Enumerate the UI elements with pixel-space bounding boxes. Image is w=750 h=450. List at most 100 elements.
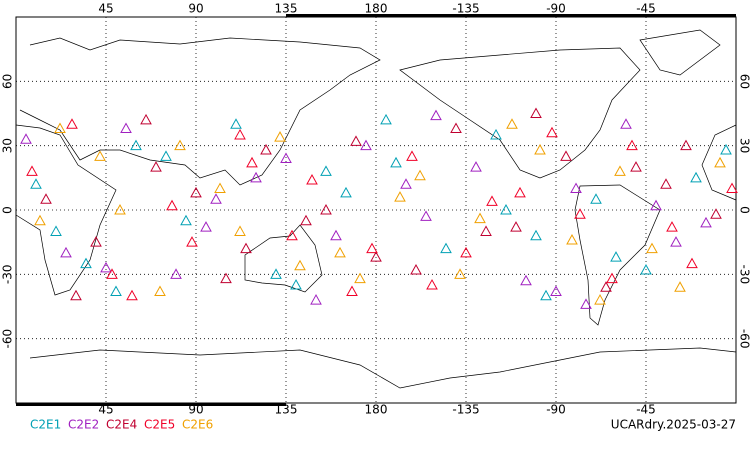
occultation-point xyxy=(240,242,252,254)
occultation-point xyxy=(246,156,258,168)
occultation-point xyxy=(310,294,322,305)
occultation-point xyxy=(320,165,332,176)
coastline xyxy=(701,124,737,201)
occultation-point xyxy=(186,236,198,247)
y-tick-label: -30 xyxy=(738,265,750,285)
occultation-point xyxy=(470,161,482,172)
occultation-point xyxy=(640,264,652,275)
occultation-point xyxy=(546,126,558,138)
occultation-point xyxy=(274,131,286,142)
x-tick-label: -90 xyxy=(546,2,566,16)
legend-label: C2E2 xyxy=(68,418,99,432)
occultation-point xyxy=(26,165,38,176)
occultation-point xyxy=(430,109,442,121)
occultation-point xyxy=(214,182,226,194)
occultation-point xyxy=(674,281,686,292)
occultation-point xyxy=(190,186,202,198)
occultation-point xyxy=(514,186,526,198)
occultation-point xyxy=(150,161,162,172)
occultation-point xyxy=(54,122,66,134)
occultation-point xyxy=(130,139,142,151)
occultation-point xyxy=(686,257,698,269)
occultation-point xyxy=(600,281,612,292)
x-tick-label: 45 xyxy=(98,2,113,16)
occultation-point xyxy=(34,214,46,226)
x-tick-label: 90 xyxy=(188,403,203,417)
occultation-point xyxy=(290,279,302,290)
legend-label: C2E6 xyxy=(182,418,213,432)
occultation-point xyxy=(330,229,342,241)
occultation-point xyxy=(714,156,726,168)
occultation-point xyxy=(486,195,498,206)
occultation-point xyxy=(94,150,106,161)
occultation-point xyxy=(140,113,152,125)
y-tick-label: 30 xyxy=(1,138,15,153)
occultation-point xyxy=(234,225,246,236)
x-tick-label: 45 xyxy=(98,403,113,417)
legend-label: C2E1 xyxy=(30,418,61,432)
y-tick-label: 0 xyxy=(1,206,15,214)
occultation-point xyxy=(520,274,532,286)
occultation-point xyxy=(540,289,552,301)
occultation-point xyxy=(590,193,602,204)
occultation-point xyxy=(180,214,192,226)
frame-bar xyxy=(16,403,286,406)
frame-bar xyxy=(286,14,736,17)
occultation-point xyxy=(450,122,462,134)
occultation-point xyxy=(406,150,418,161)
occultation-point xyxy=(100,261,112,273)
coastline xyxy=(19,37,381,186)
occultation-point xyxy=(320,203,332,215)
occultation-point xyxy=(220,272,232,284)
occultation-point xyxy=(500,203,512,215)
occultation-point xyxy=(160,150,172,161)
occultation-point xyxy=(410,264,422,275)
occultation-point xyxy=(126,289,138,301)
occultation-point xyxy=(506,118,518,129)
occultation-point xyxy=(346,285,358,296)
x-tick-label: 135 xyxy=(275,2,298,16)
occultation-point xyxy=(566,233,578,245)
occultation-point xyxy=(650,199,662,211)
coastline xyxy=(399,47,641,179)
occultation-point xyxy=(530,107,542,118)
occultation-point xyxy=(414,169,426,181)
occultation-point xyxy=(280,152,292,164)
occultation-point xyxy=(666,221,678,232)
occultation-point xyxy=(420,210,432,221)
x-tick-label: -135 xyxy=(452,403,479,417)
y-tick-label: -60 xyxy=(1,329,15,349)
occultation-point xyxy=(106,268,118,279)
x-tick-label: 180 xyxy=(365,403,388,417)
occultation-point xyxy=(574,208,586,219)
occultation-point xyxy=(260,143,272,155)
occultation-point xyxy=(670,236,682,247)
y-tick-label: -60 xyxy=(738,329,750,349)
occultation-point xyxy=(170,268,182,279)
x-tick-label: -45 xyxy=(636,2,656,16)
occultation-point xyxy=(460,246,472,258)
occultation-point xyxy=(50,225,62,236)
occultation-point xyxy=(630,161,642,172)
occultation-point xyxy=(234,128,246,140)
coastline xyxy=(15,124,117,296)
occultation-point xyxy=(360,139,372,151)
occultation-point xyxy=(350,135,362,146)
occultation-point xyxy=(594,294,606,305)
occultation-point xyxy=(510,221,522,232)
occultation-point xyxy=(70,289,82,301)
coastlines xyxy=(15,29,737,389)
occultation-point xyxy=(700,216,712,228)
occultation-point xyxy=(334,246,346,258)
occultation-point xyxy=(534,143,546,155)
occultation-point xyxy=(550,285,562,296)
occultation-point xyxy=(250,171,262,183)
occultation-point xyxy=(354,272,366,284)
occultation-point xyxy=(366,242,378,254)
occultation-point xyxy=(120,122,132,134)
occultation-point xyxy=(294,259,306,271)
occultation-point xyxy=(440,242,452,254)
y-tick-label: 60 xyxy=(1,74,15,89)
occultation-point xyxy=(230,118,242,129)
occultation-point xyxy=(340,186,352,198)
